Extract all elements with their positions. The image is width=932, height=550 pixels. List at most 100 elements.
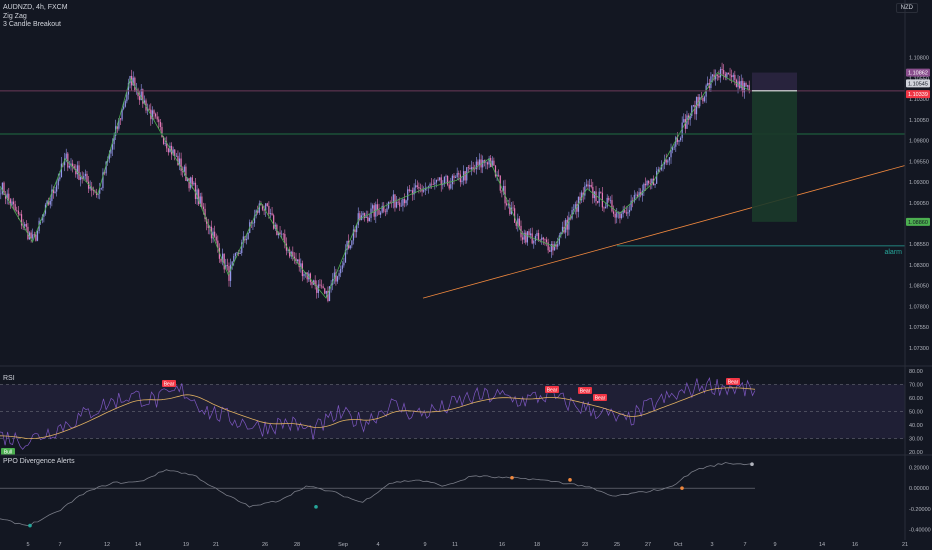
ppo-divergence-dot	[28, 523, 32, 528]
rsi-tick-label: 20.00	[909, 450, 923, 456]
candle-body	[76, 165, 78, 175]
candle-body	[250, 222, 252, 224]
candle-body	[51, 189, 53, 202]
candle-body	[408, 189, 410, 191]
candle-body	[177, 155, 179, 166]
candle-body	[73, 166, 75, 170]
candle-body	[721, 69, 723, 71]
candle	[383, 202, 385, 214]
candle-body	[32, 234, 34, 239]
candle	[400, 199, 402, 207]
candle-body	[625, 212, 627, 214]
candle	[514, 204, 516, 223]
candle-body	[226, 265, 228, 267]
candle	[335, 268, 337, 286]
indicator-zigzag[interactable]: Zig Zag	[3, 12, 27, 20]
candle	[593, 190, 596, 203]
candle-body	[643, 183, 645, 191]
candle-body	[162, 137, 165, 144]
candle	[121, 108, 123, 122]
candle-body	[83, 175, 85, 180]
time-tick-label: 21	[902, 542, 908, 548]
candle	[715, 69, 717, 86]
candle	[137, 87, 139, 100]
candle	[418, 182, 420, 194]
price-tag-top: 1.10862	[908, 71, 928, 77]
candle	[584, 182, 586, 200]
candle	[739, 76, 741, 90]
candle	[429, 182, 431, 189]
candle	[496, 171, 498, 182]
candle	[316, 280, 318, 299]
candle	[423, 186, 425, 193]
candle-body	[54, 191, 56, 193]
candle	[325, 290, 327, 298]
candle	[43, 213, 45, 223]
ppo-tick-label: 0.20000	[909, 465, 929, 471]
candle	[379, 210, 382, 219]
price-tag-current: 1.10545	[908, 81, 928, 87]
candle-body	[502, 185, 505, 192]
candle-body	[116, 126, 118, 129]
candle	[148, 104, 150, 111]
candle-body	[121, 108, 123, 120]
currency-badge[interactable]: NZD	[895, 3, 918, 13]
rsi-pane-title[interactable]: RSI	[3, 375, 15, 382]
candle	[365, 210, 367, 219]
candle-body	[480, 159, 482, 168]
candle-body	[229, 264, 232, 281]
candle	[703, 95, 706, 103]
candle-body	[159, 121, 161, 127]
candle-body	[442, 184, 444, 186]
candle-body	[271, 213, 273, 216]
symbol-title[interactable]: AUDNZD, 4h, FXCM	[3, 4, 68, 11]
candle	[357, 207, 359, 228]
candle-body	[464, 171, 466, 181]
candle	[300, 258, 302, 273]
candle-body	[322, 286, 324, 289]
candle-body	[515, 222, 517, 226]
candle-body	[528, 231, 530, 236]
candle	[670, 143, 672, 164]
candle-body	[552, 243, 554, 251]
candle-body	[252, 223, 254, 224]
candle-body	[501, 190, 503, 192]
candle-body	[587, 184, 589, 187]
candle-body	[260, 203, 262, 205]
candle-body	[247, 232, 249, 240]
candle-body	[297, 259, 299, 262]
bear-label-bg	[726, 378, 740, 385]
candle	[364, 212, 366, 222]
candle-body	[381, 205, 383, 213]
candle-body	[506, 203, 508, 206]
price-tick-label: 1.07550	[909, 325, 929, 331]
candle-body	[241, 242, 243, 253]
candle-body	[458, 173, 460, 175]
candle	[442, 180, 444, 190]
candle-body	[467, 167, 469, 168]
candle-body	[253, 215, 256, 224]
candle	[273, 213, 275, 230]
candle-body	[684, 119, 686, 129]
candle-body	[507, 204, 509, 206]
zigzag-line	[0, 72, 751, 299]
candle	[60, 157, 63, 178]
candle	[343, 257, 345, 268]
candle-body	[344, 249, 347, 263]
candle-body	[174, 149, 176, 157]
indicator-3-candle-breakout[interactable]: 3 Candle Breakout	[3, 21, 61, 29]
ppo-pane-title[interactable]: PPO Divergence Alerts	[3, 458, 75, 465]
candle	[734, 70, 736, 86]
candle-body	[103, 172, 106, 174]
candle-body	[113, 135, 115, 145]
price-tag-level: 1.08860	[908, 220, 928, 226]
candle	[223, 253, 225, 274]
candle	[183, 164, 185, 177]
candle	[525, 230, 527, 245]
candle-body	[581, 192, 583, 201]
time-tick-label: 9	[423, 542, 426, 548]
candle-body	[182, 170, 184, 172]
candle	[153, 109, 155, 120]
candle	[558, 232, 560, 246]
